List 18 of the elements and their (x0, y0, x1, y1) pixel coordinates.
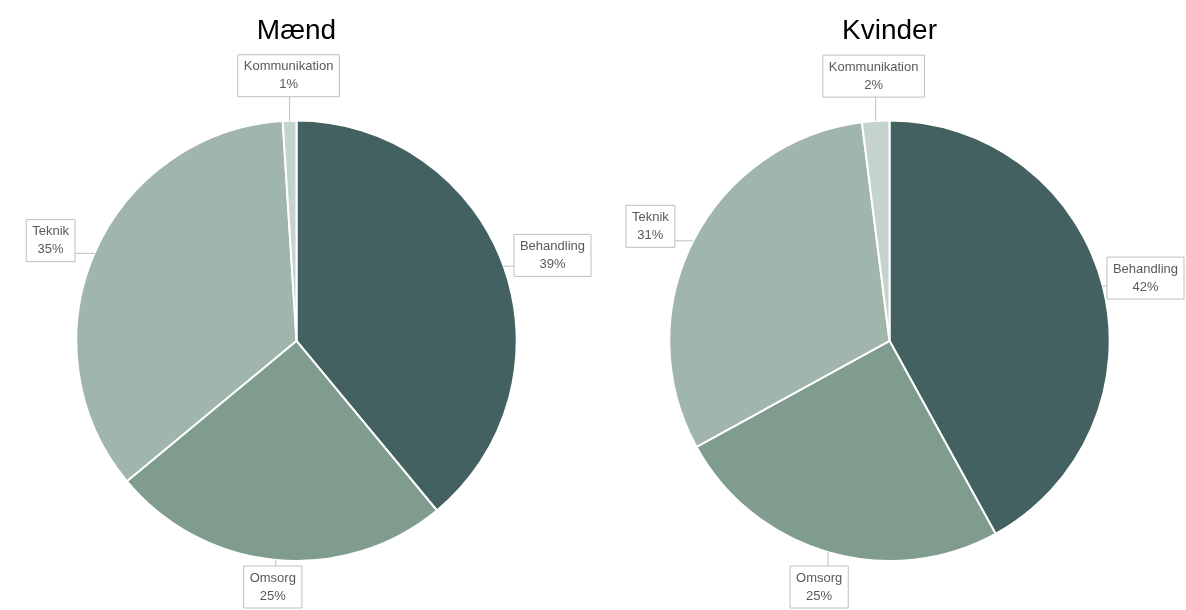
slice-label: Behandling (1112, 260, 1178, 276)
data-label: 25% (259, 587, 287, 603)
data-label: 42% (1132, 278, 1159, 294)
slice-label: Omsorg (249, 569, 296, 585)
data-label: 39% (539, 255, 566, 271)
slice-label: Teknik (631, 208, 670, 224)
slice-label: Behandling (519, 237, 585, 253)
slice-label: Teknik (32, 223, 70, 239)
chart-title: Kvinder (842, 13, 937, 45)
chart-title: Mænd (256, 13, 337, 45)
slice-label: Kommunikation (243, 58, 334, 74)
data-label: 31% (637, 226, 664, 242)
slice-label: Omsorg (796, 569, 843, 585)
data-label: 35% (37, 241, 65, 257)
data-label: 2% (864, 76, 884, 92)
slice-label: Kommunikation (828, 58, 919, 74)
data-label: 1% (279, 76, 299, 92)
data-label: 25% (806, 587, 833, 603)
